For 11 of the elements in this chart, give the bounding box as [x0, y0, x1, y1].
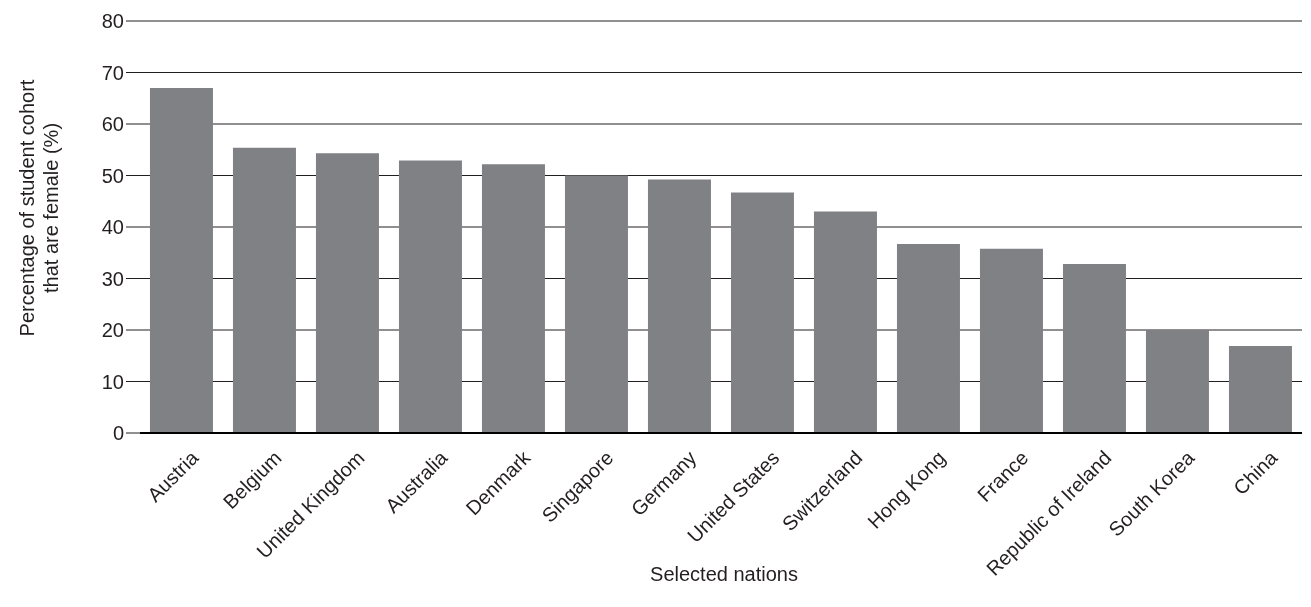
- y-tick-label: 50: [101, 164, 124, 187]
- y-tick-label: 60: [101, 113, 124, 136]
- y-tick-label: 0: [112, 422, 124, 445]
- y-tick-label: 30: [101, 267, 124, 290]
- y-tick-label: 40: [101, 216, 124, 239]
- x-axis-title: Selected nations: [650, 563, 798, 585]
- y-tick-label: 10: [101, 370, 124, 393]
- y-tick-label: 20: [101, 319, 124, 342]
- y-tick-label: 70: [101, 61, 124, 84]
- y-tick-label: 80: [101, 10, 124, 33]
- y-axis-title: Percentage of student cohort that are female (%): [16, 79, 62, 337]
